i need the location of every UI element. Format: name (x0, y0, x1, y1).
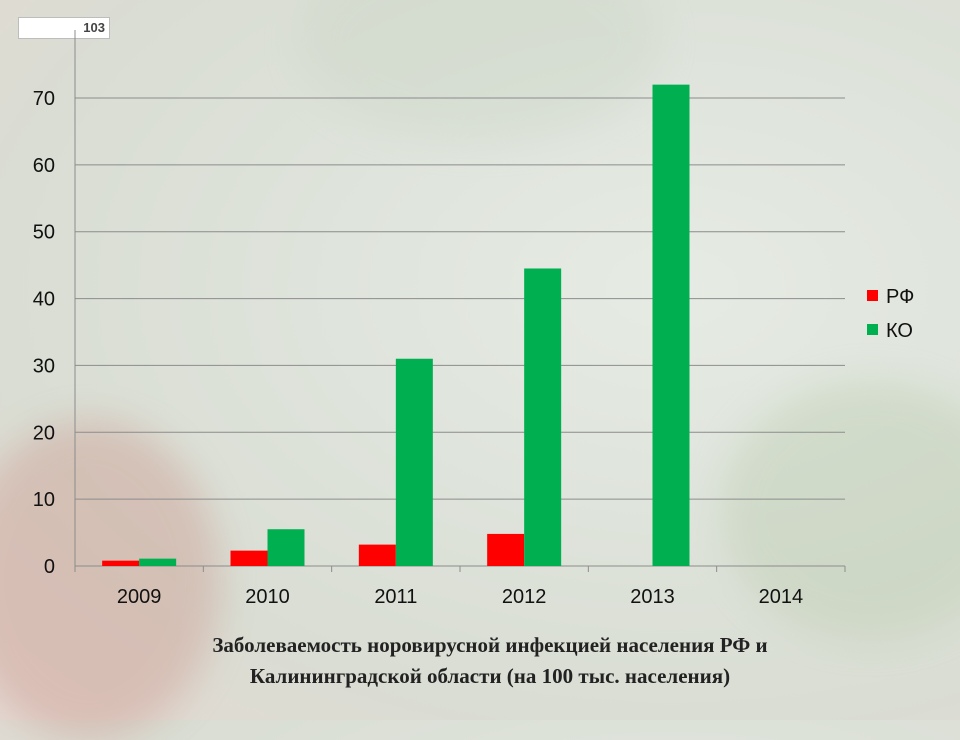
chart-title: Заболеваемость норовирусной инфекцией на… (60, 630, 920, 692)
legend-swatch (867, 324, 878, 335)
y-tick-label: 60 (33, 155, 55, 177)
x-tick-label: 2009 (117, 586, 162, 608)
bar-rf (102, 560, 140, 566)
bar-rf (358, 544, 396, 566)
background-texture (720, 380, 960, 640)
y-tick-label: 0 (44, 556, 55, 578)
x-tick-label: 2010 (245, 586, 290, 608)
background-texture (0, 420, 220, 740)
bar-ko (524, 268, 562, 566)
bar-rf (487, 533, 525, 566)
y-tick-label: 10 (33, 489, 55, 511)
x-tick-label: 2011 (374, 586, 417, 608)
legend-label: КО (886, 320, 913, 342)
y-tick-label: 70 (33, 88, 55, 110)
x-tick-label: 2014 (759, 586, 804, 608)
chart-title-line-1: Заболеваемость норовирусной инфекцией на… (212, 633, 768, 657)
page-number: 103 (18, 17, 110, 39)
bar-rf (230, 550, 268, 566)
bar-ko (139, 558, 177, 566)
legend-label: РФ (886, 286, 914, 308)
x-tick-label: 2012 (502, 586, 547, 608)
bar-ko (395, 358, 433, 566)
legend-swatch (867, 290, 878, 301)
x-tick-label: 2013 (630, 586, 675, 608)
bar-chart: 0 10 20 30 40 50 60 70 2009 2010 2011 2012 2013 2014 Р… (33, 30, 914, 608)
y-tick-label: 20 (33, 422, 55, 444)
y-tick-label: 50 (33, 222, 55, 244)
y-tick-label: 30 (33, 355, 55, 377)
bar-ko (267, 529, 305, 566)
chart-title-line-2: Калининградской области (на 100 тыс. нас… (249, 664, 731, 688)
bar-ko (652, 84, 690, 566)
y-tick-label: 40 (33, 289, 55, 311)
